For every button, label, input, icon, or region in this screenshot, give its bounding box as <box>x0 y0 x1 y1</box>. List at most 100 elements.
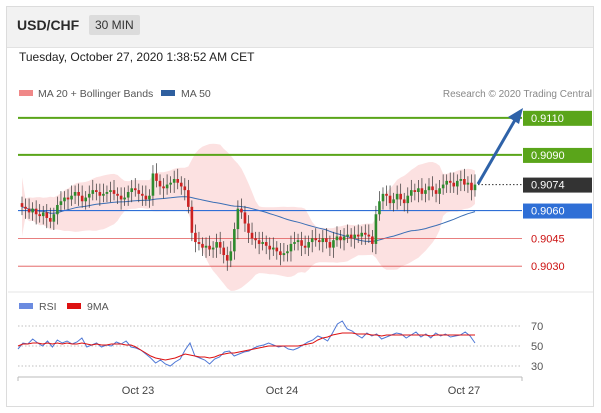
candle <box>130 179 134 203</box>
candle <box>314 228 318 247</box>
candle <box>434 183 438 203</box>
candle <box>441 174 445 195</box>
candle <box>466 176 470 193</box>
chart-datetime: Tuesday, October 27, 2020 1:38:52 AM CET <box>19 50 255 64</box>
price-level-label: 0.9030 <box>531 261 565 273</box>
candle <box>190 200 194 242</box>
candle <box>49 207 52 229</box>
candle <box>183 178 187 201</box>
candle <box>95 183 98 201</box>
rsi-legend-swatch <box>19 303 33 309</box>
candle <box>172 170 176 193</box>
candle <box>126 185 130 206</box>
candle <box>328 235 332 256</box>
candle <box>417 179 420 203</box>
candle <box>335 226 339 247</box>
candle <box>367 224 371 243</box>
candle <box>378 191 381 221</box>
candle <box>271 237 275 256</box>
candle <box>448 172 452 193</box>
candle <box>77 183 80 206</box>
candle <box>282 242 286 262</box>
candle <box>254 231 257 249</box>
timeframe-badge[interactable]: 30 MIN <box>89 15 140 35</box>
x-axis: Oct 23 Oct 24 Oct 27 <box>17 376 523 397</box>
candle <box>225 246 229 271</box>
candle <box>38 204 41 223</box>
candle <box>169 176 172 193</box>
candle <box>194 224 197 253</box>
candle <box>208 235 211 256</box>
candle <box>158 174 162 195</box>
candle <box>268 237 272 260</box>
candle <box>424 183 427 203</box>
candle <box>427 178 431 201</box>
candle <box>264 235 268 255</box>
candle <box>87 185 91 208</box>
candle <box>27 198 31 219</box>
price-level-label: 0.9060 <box>531 206 565 218</box>
rsi-ma9-line <box>17 332 475 361</box>
candle <box>233 222 236 260</box>
candle <box>24 198 27 219</box>
candle <box>63 191 66 210</box>
candle <box>402 192 406 212</box>
candle <box>470 174 473 201</box>
price-level-label: 0.9074 <box>531 180 565 192</box>
candle <box>56 196 59 225</box>
candle <box>325 228 328 249</box>
candle <box>456 174 459 195</box>
candle <box>406 187 410 214</box>
candle <box>105 185 109 203</box>
x-tick-label: Oct 24 <box>266 385 298 397</box>
candle <box>148 189 151 208</box>
candle <box>385 185 388 206</box>
candle <box>342 228 346 251</box>
candle <box>197 231 201 251</box>
candle <box>112 179 116 201</box>
candle <box>141 185 144 206</box>
candle <box>339 230 342 249</box>
candle <box>34 200 38 225</box>
rsi-tick-label: 50 <box>531 341 543 353</box>
candle <box>349 228 353 247</box>
candle <box>179 176 183 195</box>
candle <box>388 185 392 210</box>
candle <box>360 226 364 245</box>
candle <box>381 187 385 210</box>
candle <box>289 235 293 262</box>
candle <box>165 174 169 195</box>
candles-group <box>20 163 477 271</box>
candle <box>310 230 314 253</box>
ma50-legend-label: MA 50 <box>181 88 211 100</box>
ma20-legend-swatch <box>19 90 33 96</box>
candle <box>293 231 296 251</box>
candle <box>257 231 261 255</box>
candle <box>409 179 413 203</box>
candle <box>151 165 155 206</box>
rsi-tick-label: 70 <box>531 321 543 333</box>
candle <box>98 183 102 206</box>
candle <box>91 179 95 201</box>
price-panel: 0.9110 0.9090 0.9074 0.9060 0.9045 0.9030 <box>18 108 592 291</box>
candle <box>247 215 250 243</box>
candle <box>52 207 56 231</box>
candle <box>84 191 88 210</box>
price-level-label: 0.9110 <box>531 113 564 125</box>
forecast-arrow-head <box>508 108 523 124</box>
candle <box>321 230 325 253</box>
candle <box>413 183 417 201</box>
candle <box>66 189 70 210</box>
candle <box>438 179 441 205</box>
candle <box>119 187 123 210</box>
candle <box>215 233 218 258</box>
candle <box>374 205 378 255</box>
candle <box>144 185 148 206</box>
candle <box>452 172 456 193</box>
price-level-badge <box>523 147 592 163</box>
candle <box>317 233 321 251</box>
candle <box>211 241 215 258</box>
ma9-legend-label: 9MA <box>87 301 109 313</box>
candle <box>59 191 63 212</box>
candle <box>392 192 395 212</box>
